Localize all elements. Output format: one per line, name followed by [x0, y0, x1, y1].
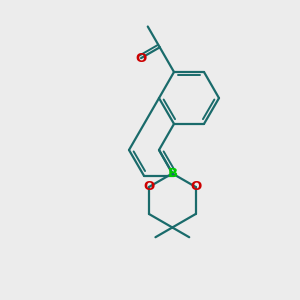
Text: B: B [167, 167, 177, 180]
Text: O: O [190, 181, 201, 194]
Text: O: O [143, 181, 155, 194]
Text: O: O [135, 52, 147, 64]
